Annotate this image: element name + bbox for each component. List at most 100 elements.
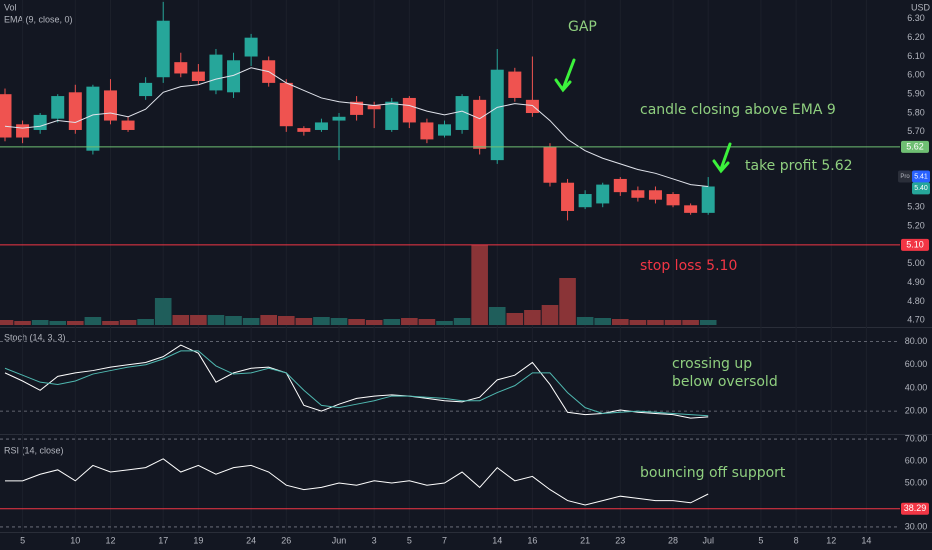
volume-bar (559, 278, 576, 325)
annotation: GAP (568, 19, 597, 35)
candle-body (561, 182, 575, 211)
x-tick-label: 24 (246, 535, 256, 545)
candle-body (684, 205, 698, 213)
candle-body (191, 71, 205, 81)
volume-bar (664, 320, 682, 325)
candle-body (279, 82, 293, 127)
candle-body (367, 105, 381, 110)
volume-bar (49, 321, 67, 325)
x-tick-label: Jul (702, 535, 714, 545)
y-tick-label: 4.70 (907, 315, 925, 325)
x-tick-label: 5 (407, 535, 412, 545)
volume-title: Vol (4, 2, 17, 12)
volume-bar (506, 313, 524, 325)
volume-bar (172, 315, 190, 325)
annotation: candle closing above EMA 9 (640, 102, 836, 118)
candle-body (227, 60, 241, 93)
volume-bar (0, 320, 14, 325)
candle-body (508, 71, 522, 98)
y-tick-label: 60.00 (905, 359, 928, 369)
volume-bar (383, 319, 401, 325)
volume-bar (67, 321, 84, 325)
volume-bar (348, 319, 365, 325)
x-tick-label: 12 (105, 535, 115, 545)
annotation: take profit 5.62 (745, 158, 853, 174)
annotation: crossing up (672, 356, 752, 372)
candle-body (0, 94, 12, 138)
y-tick-label: 50.00 (905, 477, 928, 487)
volume-bar (102, 321, 119, 325)
candle-body (139, 82, 153, 97)
x-tick-label: 26 (281, 535, 291, 545)
y-tick-label: 5.30 (907, 202, 925, 212)
price-tag (912, 170, 930, 183)
candle-body (209, 54, 223, 91)
y-tick-label: 5.80 (907, 107, 925, 117)
y-tick-label: 5.20 (907, 220, 925, 230)
y-tick-label: 60.00 (905, 455, 928, 465)
x-tick-label: 17 (158, 535, 168, 545)
price-tag (912, 182, 930, 195)
level-tag (901, 238, 929, 251)
volume-bar (682, 320, 699, 325)
x-tick-label: Jun (332, 535, 347, 545)
y-tick-label: 6.30 (907, 13, 925, 23)
x-tick-label: 23 (615, 535, 625, 545)
candle-body (455, 96, 469, 130)
candle-body (490, 69, 504, 161)
candle-body (350, 101, 364, 115)
y-tick-label: 5.00 (907, 258, 925, 268)
candle-body (701, 186, 715, 213)
volume-bar (401, 318, 418, 325)
level-label: 5.62 (906, 141, 924, 151)
annotation: bouncing off support (640, 465, 786, 481)
volume-bar (137, 319, 154, 325)
volume-bar (207, 315, 225, 325)
candle-body (473, 99, 487, 149)
y-tick-label: 80.00 (905, 336, 928, 346)
annotation: below oversold (672, 374, 778, 390)
volume-bar (277, 316, 295, 325)
candle-body (244, 37, 258, 57)
x-tick-label: 14 (492, 535, 502, 545)
volume-bar (154, 298, 172, 325)
volume-bar (190, 315, 207, 325)
y-tick-label: 4.80 (907, 296, 925, 306)
volume-bar (524, 310, 541, 325)
x-tick-label: 8 (794, 535, 799, 545)
level-label: 38.29 (904, 503, 927, 513)
volume-bar (488, 307, 506, 325)
volume-bar (699, 320, 717, 325)
volume-bar (242, 318, 260, 325)
y-tick-label: 6.00 (907, 70, 925, 80)
x-tick-label: 21 (580, 535, 590, 545)
arrows (554, 58, 732, 174)
candle-body (174, 62, 188, 74)
volume-bar (576, 317, 594, 325)
line-series (4, 458, 709, 506)
level-tag (901, 502, 929, 515)
volume-bar (611, 319, 629, 325)
volume-bar (260, 315, 277, 325)
ema-legend: EMA (9, close, 0) (4, 14, 73, 24)
volume-bar (84, 317, 102, 325)
candle-body (578, 194, 592, 208)
price-tag-name-bg (898, 170, 912, 183)
level-tag (901, 140, 929, 153)
volume-bar (471, 245, 488, 325)
annotation: stop loss 5.10 (640, 258, 737, 274)
candle-body (666, 194, 680, 206)
candle-body (16, 124, 30, 138)
candle-body (437, 124, 451, 136)
candle-body (33, 114, 47, 130)
x-tick-label: 5 (20, 535, 25, 545)
rsi-title: RSI (14, close) (4, 445, 64, 455)
volume-bar (647, 320, 664, 325)
volume-bar (594, 318, 612, 325)
arrow (554, 58, 576, 93)
y-tick-label: 30.00 (905, 521, 928, 531)
volume-bar (225, 316, 242, 325)
x-tick-label: 28 (668, 535, 678, 545)
x-tick-label: 19 (193, 535, 203, 545)
